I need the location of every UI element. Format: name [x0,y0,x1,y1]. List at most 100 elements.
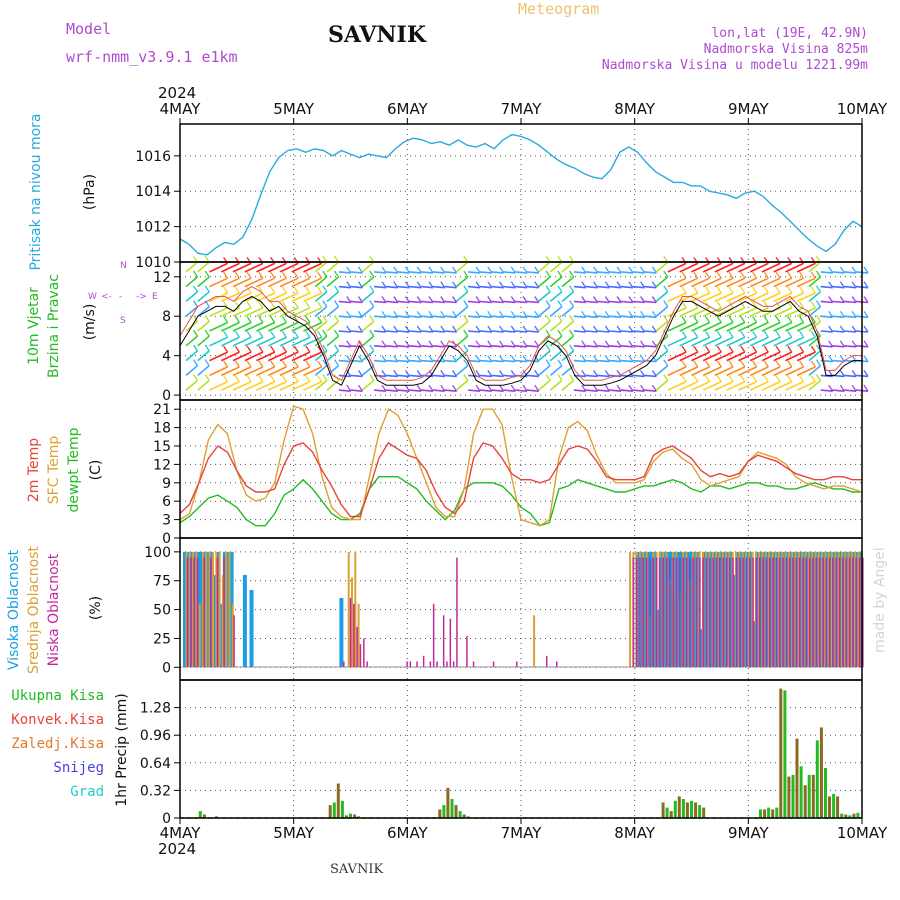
wind-barb [350,300,363,304]
wind-barb-flag [204,255,210,263]
wind-barb [644,389,657,392]
wind-barb [655,305,669,317]
wind-barb [479,359,492,363]
wind-barb [374,271,387,274]
cloud-bar-1 [278,666,281,668]
wind-barb [679,307,699,317]
wind-barb [573,330,586,333]
precip-bar [349,813,352,818]
wind-barb-flag [851,370,857,377]
wind-barb [785,321,804,332]
cloud-bar-1 [241,666,244,668]
precip-bar [763,809,767,818]
wind-barb-flag [369,315,375,322]
wind-barb-flag [815,315,822,322]
cloud-bar-2 [672,557,674,668]
wind-barb [455,305,469,317]
location-coords: lon,lat (19E, 42.9N) [711,26,868,41]
cloud-bar-2 [509,666,511,668]
wind-barb-flag [604,310,610,318]
wind-barb [549,350,563,362]
cloud-bar-2 [240,666,242,668]
wind-barb-flag [740,330,746,338]
wind-barb [667,351,687,362]
wind-barb-flag [463,255,469,263]
cloud-bar-0 [851,551,856,668]
cloud-bar-2 [735,557,738,668]
wind-barb-flag [463,270,469,278]
cloud-bar-2 [316,666,318,668]
wind-barb-flag [863,266,869,274]
cloud-bar-0 [712,551,716,668]
temp-ytick-label: 12 [153,457,171,473]
cloud-bar-1 [380,666,383,668]
cloud-bar-2 [306,666,308,668]
wind-barb-flag [815,300,822,307]
wind-barb-flag [775,301,781,309]
wind-barb-flag [487,310,493,318]
cloud-bar-2 [409,661,412,668]
cloud-bar-2 [586,666,588,668]
cloud-bar-2 [386,666,388,668]
precip-bar [779,688,783,818]
wind-barb-flag [693,375,699,383]
wind-barb [620,315,633,319]
precip-bar [665,807,669,818]
cloud-bar-2 [572,666,575,668]
precip-bar [661,802,665,818]
cloud-bar-2 [552,666,555,668]
wind-barb-flag [863,370,869,377]
wind-barb-flag [557,315,563,322]
wind-barb [503,359,516,363]
cloud-bar-2 [655,557,658,668]
wind-barb-flag [369,255,375,263]
wind-barb-flag [475,370,481,377]
wind-barb [209,292,228,303]
wind-barb-flag [716,330,722,338]
wind-barb [632,285,645,289]
wind-barb-flag [258,375,264,383]
wind-barb-flag [510,281,516,289]
wind-barb-flag [322,359,328,367]
wind-barb-flag [369,300,375,307]
wind-barb-flag [815,285,822,293]
dewpoint-line [179,476,862,527]
wind-barb-flag [440,281,446,289]
wind-barb [714,366,734,377]
wind-barb [597,285,610,289]
temp-ylabel-unit: (C) [88,460,104,481]
wind-barb-flag [246,360,252,368]
cloud-bar-2 [729,557,731,668]
wind-barb [397,374,410,378]
wind-barb [197,350,210,362]
wind-barb [679,380,699,391]
wind-barb [397,300,410,304]
wind-barb-flag [863,355,869,362]
wind-barb [644,330,657,333]
cloud-bar-1 [291,666,294,668]
cloud-bar-2 [459,666,461,668]
wind-barb [432,300,445,304]
wind-barb [655,350,669,362]
wind-barb [397,330,410,333]
cloud-bar-2 [855,557,857,668]
cloud-bar-2 [456,557,458,668]
precip-bar [848,815,852,818]
cloud-bar-1 [288,666,291,668]
wind-barb-flag [270,330,276,338]
wind-barb-flag [381,281,387,289]
cloud-bar-2 [196,557,199,668]
wind-barb [503,330,516,333]
wind-barb [326,379,340,391]
wind-barb-flag [440,310,446,318]
wind-barb [609,315,622,319]
wind-barb [338,330,351,333]
cloud-bar-1 [258,666,261,668]
wind-barb-flag [475,340,481,348]
wind-barb [749,351,769,362]
cloud-bar-2 [795,557,798,668]
wind-barb-flag [393,384,399,392]
wind-barb [374,300,387,304]
model-elevation: Nadmorska Visina u modelu 1221.99m [601,58,868,73]
wind-barb-flag [305,360,311,368]
